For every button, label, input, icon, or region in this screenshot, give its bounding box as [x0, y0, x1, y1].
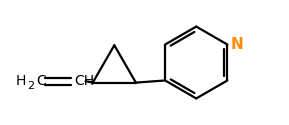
Text: N: N [230, 37, 243, 52]
Text: H: H [15, 74, 25, 88]
Text: 2: 2 [27, 81, 34, 91]
Text: CH: CH [74, 74, 94, 88]
Text: C: C [37, 74, 47, 88]
